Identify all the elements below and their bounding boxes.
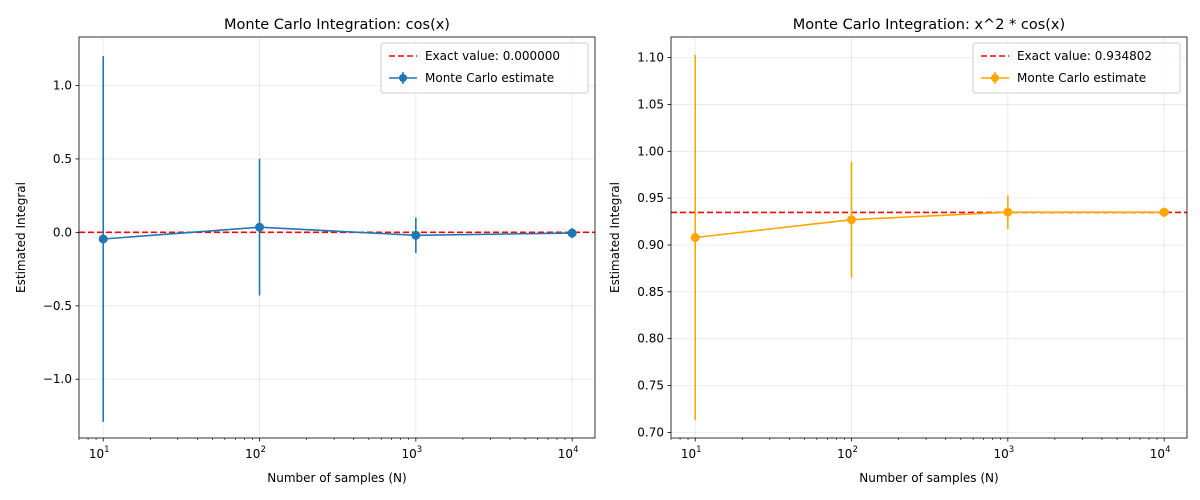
x-tick-label: 104 bbox=[1150, 445, 1171, 461]
y-tick-label: 0.80 bbox=[637, 332, 664, 346]
data-point bbox=[411, 230, 421, 240]
y-axis-label: Estimated Integral bbox=[608, 182, 622, 293]
chart-title: Monte Carlo Integration: cos(x) bbox=[224, 17, 450, 33]
legend-series-marker bbox=[399, 74, 407, 82]
legend-frame bbox=[972, 42, 1181, 94]
x-tick-label: 104 bbox=[558, 445, 579, 461]
y-tick-label: 0.75 bbox=[637, 379, 664, 393]
y-tick-label: 1.05 bbox=[637, 97, 664, 111]
x-axis-label: Number of samples (N) bbox=[859, 471, 998, 485]
series-line bbox=[103, 226, 573, 240]
y-tick-label: 1.00 bbox=[637, 144, 664, 158]
legend-series-label: Monte Carlo estimate bbox=[1017, 71, 1146, 85]
plot-area bbox=[671, 54, 1187, 421]
legend: Exact value: 0.934802 Monte Carlo estimat… bbox=[972, 42, 1181, 94]
legend-exact-label: Exact value: 0.934802 bbox=[1017, 49, 1152, 63]
data-point bbox=[567, 228, 577, 238]
legend-frame bbox=[380, 42, 589, 94]
legend-series-label: Monte Carlo estimate bbox=[425, 71, 554, 85]
data-point bbox=[1159, 207, 1169, 217]
y-tick-label: 0.70 bbox=[637, 425, 664, 439]
axes-frame bbox=[670, 36, 1188, 439]
y-tick-label: 0.85 bbox=[637, 285, 664, 299]
legend: Exact value: 0.000000 Monte Carlo estimat… bbox=[380, 42, 589, 94]
legend-exact-label: Exact value: 0.000000 bbox=[425, 49, 560, 63]
data-point bbox=[847, 215, 857, 225]
y-tick-label: 0.0 bbox=[53, 225, 72, 239]
legend-series-marker bbox=[991, 74, 999, 82]
x-tick-label: 102 bbox=[245, 445, 266, 461]
chart-title: Monte Carlo Integration: x^2 * cos(x) bbox=[793, 17, 1065, 33]
data-point bbox=[98, 234, 108, 244]
x-tick-label: 101 bbox=[89, 445, 110, 461]
y-tick-label: 0.95 bbox=[637, 191, 664, 205]
axes-frame bbox=[78, 36, 596, 439]
data-point bbox=[255, 222, 265, 232]
y-axis-label: Estimated Integral bbox=[14, 182, 28, 293]
y-tick-label: 1.10 bbox=[637, 51, 664, 65]
x-tick-label: 103 bbox=[993, 445, 1014, 461]
y-tick-label: 0.5 bbox=[53, 152, 72, 166]
data-point bbox=[690, 233, 700, 242]
plot-area bbox=[79, 56, 595, 422]
x-axis-label: Number of samples (N) bbox=[267, 471, 406, 485]
x-tick-label: 103 bbox=[401, 445, 422, 461]
x-tick-label: 102 bbox=[837, 445, 858, 461]
y-tick-label: −1.0 bbox=[43, 372, 72, 386]
y-tick-label: −0.5 bbox=[43, 299, 72, 313]
chart-panel-1: 101 102 103 104 −1.0 −0.5 0.0 0.5 1.0 Monte Carlo… bbox=[14, 17, 596, 485]
y-tick-label: 0.90 bbox=[637, 238, 664, 252]
data-point bbox=[1003, 207, 1013, 217]
y-tick-label: 1.0 bbox=[53, 78, 72, 92]
x-tick-label: 101 bbox=[681, 445, 702, 461]
chart-panel-2: 101 102 103 104 0.70 0.75 0.80 0.85 0.90 0.95 1.00… bbox=[608, 17, 1188, 485]
series-line bbox=[695, 211, 1165, 239]
